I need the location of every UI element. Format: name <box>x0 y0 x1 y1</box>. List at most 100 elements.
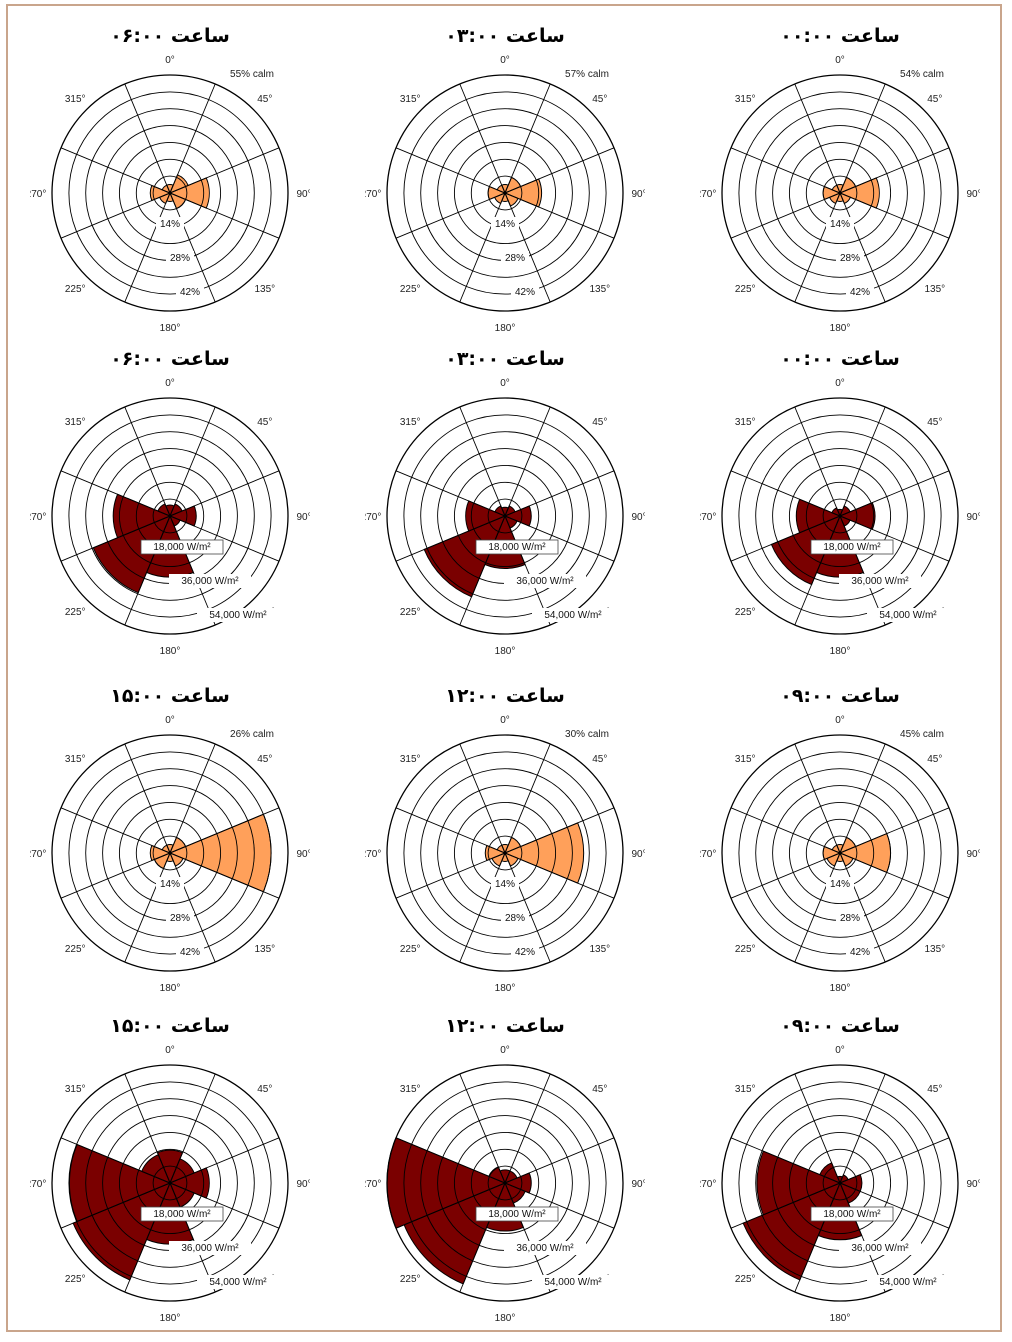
rose-ring <box>420 108 590 278</box>
direction-label: 315° <box>65 1084 86 1095</box>
rose-ring <box>118 141 222 245</box>
ring-value-label: 28% <box>505 913 525 924</box>
rose-ring <box>755 431 925 601</box>
rose-spoke <box>504 743 551 854</box>
rose-ring <box>118 464 222 568</box>
rose-spoke <box>794 1073 841 1184</box>
rose-spoke <box>169 515 216 626</box>
rose-spoke <box>60 470 171 517</box>
direction-label: 45° <box>592 1084 607 1095</box>
rose-spoke <box>60 852 171 899</box>
rose-ring <box>738 1081 942 1285</box>
rose-ring <box>403 414 607 618</box>
direction-label: 0° <box>165 715 175 726</box>
direction-label: 270° <box>700 849 716 860</box>
ring-value-label: 14% <box>495 879 515 890</box>
rose-spoke <box>730 852 841 899</box>
rose-spoke <box>839 1182 950 1229</box>
ring-value-label: 54,000 W/m² <box>209 1277 267 1288</box>
rose-ring <box>51 1064 289 1302</box>
rose-ring <box>788 1131 892 1235</box>
rose-spoke <box>504 1182 551 1293</box>
rose-spoke <box>169 192 216 303</box>
rose-title: ساعت ۱۲:۰۰ <box>445 1015 565 1037</box>
rose-ring <box>822 1165 858 1201</box>
rose-spoke <box>839 852 950 899</box>
rose-ring <box>85 1098 255 1268</box>
rose-ring <box>788 801 892 905</box>
direction-label: 45° <box>592 417 607 428</box>
direction-label: 315° <box>735 94 756 105</box>
ring-value-label: 28% <box>170 253 190 264</box>
rose-title: ساعت ۰۳:۰۰ <box>445 348 565 370</box>
ring-value-label: 28% <box>840 913 860 924</box>
ring-value-label: 36,000 W/m² <box>516 1243 574 1254</box>
rose-spoke <box>124 1182 171 1293</box>
rose-spoke <box>169 515 280 562</box>
rose-ring <box>403 751 607 955</box>
ring-value-label: 18,000 W/m² <box>823 1209 881 1220</box>
ring-value-label: 28% <box>505 253 525 264</box>
rose-ring <box>68 1081 272 1285</box>
ring-value-label: 14% <box>830 879 850 890</box>
direction-label: 0° <box>500 1045 510 1056</box>
ring-value-label: 14% <box>495 219 515 230</box>
direction-label: 45° <box>257 417 272 428</box>
rose-plot: 0°45°90°135°180°225°270°315°18,000 W/m²3… <box>30 1045 310 1324</box>
rose-ring <box>152 1165 188 1201</box>
rose-spoke <box>459 1182 506 1293</box>
rose-ring <box>755 1098 925 1268</box>
direction-label: 90° <box>296 189 310 200</box>
rose-spoke <box>169 192 280 239</box>
rose-ring <box>68 91 272 295</box>
rose-spoke <box>395 147 506 194</box>
rose-spoke <box>839 470 950 517</box>
direction-label: 270° <box>30 849 46 860</box>
direction-label: 135° <box>924 284 945 295</box>
direction-label: 225° <box>400 607 421 618</box>
direction-label: 225° <box>65 284 86 295</box>
direction-label: 180° <box>495 983 516 994</box>
rose-spoke <box>124 1073 171 1184</box>
rose-ring <box>51 74 289 312</box>
rose-title: ساعت ۱۵:۰۰ <box>110 685 230 707</box>
ring-value-label: 54,000 W/m² <box>544 610 602 621</box>
rose-title: ساعت ۱۲:۰۰ <box>445 685 565 707</box>
rose-ring <box>386 734 624 972</box>
rose-ring <box>822 498 858 534</box>
rose-spoke <box>60 807 171 854</box>
rose-ring <box>453 1131 557 1235</box>
rose-spoke <box>504 470 615 517</box>
rose-spoke <box>839 83 886 194</box>
rose-petal-6 <box>756 1150 842 1216</box>
direction-label: 270° <box>700 189 716 200</box>
direction-label: 315° <box>65 754 86 765</box>
direction-label: 315° <box>65 417 86 428</box>
rose-ring <box>51 397 289 635</box>
rose-ring <box>487 175 523 211</box>
wind-rose-10: ساعت ۱۵:۰۰0°45°90°135°180°225°270°315°18… <box>30 1015 310 1335</box>
rose-ring <box>738 414 942 618</box>
wind-rose-4: ساعت ۰۶:۰۰0°45°90°135°180°225°270°315°18… <box>30 348 310 668</box>
rose-spoke <box>504 1182 615 1229</box>
direction-label: 45° <box>927 754 942 765</box>
ring-value-label: 42% <box>850 287 870 298</box>
rose-ring <box>487 835 523 871</box>
calm-label: 55% calm <box>230 69 274 80</box>
rose-spoke <box>395 515 506 562</box>
direction-label: 270° <box>700 1179 716 1190</box>
direction-label: 0° <box>835 378 845 389</box>
rose-spoke <box>169 1137 280 1184</box>
calm-label: 26% calm <box>230 729 274 740</box>
wind-rose-11: ساعت ۱۲:۰۰0°45°90°135°180°225°270°315°18… <box>365 1015 645 1335</box>
rose-spoke <box>169 406 216 517</box>
ring-value-label: 18,000 W/m² <box>823 542 881 553</box>
ring-value-label: 18,000 W/m² <box>153 1209 211 1220</box>
rose-ring <box>822 175 858 211</box>
direction-label: 0° <box>165 378 175 389</box>
direction-label: 90° <box>966 189 980 200</box>
direction-label: 225° <box>735 607 756 618</box>
rose-ring <box>721 74 959 312</box>
rose-spoke <box>504 852 551 963</box>
rose-plot: 0° 45° 90° 135° 180° 225° 270° 315° 26% calm 14% 2… <box>30 715 310 994</box>
